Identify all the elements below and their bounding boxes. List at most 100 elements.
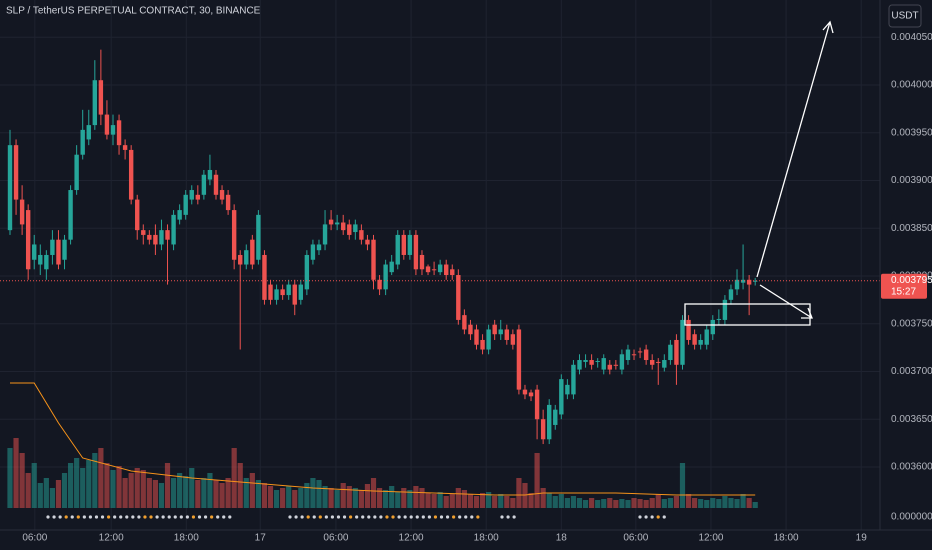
volume-bar <box>389 486 395 508</box>
candle-body <box>371 239 376 280</box>
x-tick-label: 06:00 <box>323 533 348 544</box>
volume-bar <box>431 494 437 508</box>
candle-body <box>207 169 213 180</box>
candle-body <box>25 210 31 270</box>
candle-body <box>565 384 570 395</box>
arrow-line <box>759 284 813 319</box>
session-dot <box>500 515 504 519</box>
volume-bar <box>540 488 546 508</box>
candle-body <box>86 125 91 140</box>
candle-body <box>468 324 473 335</box>
currency-button[interactable] <box>888 4 922 28</box>
candle-body <box>595 360 600 362</box>
volume-bar <box>128 473 134 508</box>
volume-bar <box>267 486 274 508</box>
session-dot <box>433 515 438 519</box>
candle-body <box>704 329 709 345</box>
candle-body <box>492 324 497 335</box>
x-tick-label: 17 <box>255 533 267 544</box>
volume-bar <box>104 463 110 508</box>
volume-bar <box>207 473 213 508</box>
candle-body <box>668 344 673 361</box>
volume-bar <box>116 466 122 508</box>
box <box>684 303 811 326</box>
session-dot <box>397 515 401 519</box>
candle-body <box>19 199 25 225</box>
x-tick-label: 18:00 <box>774 533 799 544</box>
volume-bar <box>376 488 383 508</box>
volume-bar <box>607 498 613 508</box>
candle-body <box>74 154 79 191</box>
last-price-label: 0.003795 <box>891 275 932 286</box>
session-dot <box>458 515 462 519</box>
volume-bar <box>86 460 92 508</box>
session-dot <box>179 515 183 519</box>
candle-body <box>334 222 340 225</box>
candle-body <box>528 392 534 397</box>
volume-bar <box>286 486 292 508</box>
candle-body <box>583 360 588 362</box>
session-dot <box>167 515 171 519</box>
candle-body <box>674 339 679 365</box>
volume-bar <box>613 500 619 508</box>
volume-bar <box>340 483 346 508</box>
candle-body <box>298 284 304 300</box>
candle-body <box>571 364 576 395</box>
session-dot <box>191 515 196 519</box>
candle-body <box>389 261 394 273</box>
volume-bar <box>752 502 758 508</box>
session-dot <box>143 515 147 519</box>
volume-tick-label: 0.000000 <box>891 512 932 523</box>
session-dot <box>464 515 468 519</box>
volume-bar <box>655 494 661 508</box>
candle-body <box>728 289 734 300</box>
session-dot <box>373 515 377 519</box>
volume-bar <box>261 483 268 508</box>
session-dot <box>82 515 86 519</box>
y-tick-label: 0.004000 <box>891 80 932 91</box>
candle-body <box>201 174 207 195</box>
session-dot <box>330 515 335 519</box>
volume-bar <box>407 490 413 508</box>
arrow-line <box>756 21 831 278</box>
candle-body <box>637 351 643 353</box>
volume-bar <box>395 492 401 508</box>
candle-body <box>177 210 182 220</box>
volume-bar <box>61 473 68 508</box>
volume-bar <box>443 496 449 508</box>
price-axis: 0.004050 0.004000 0.003950 0.003900 0.003850… <box>22 32 932 544</box>
session-dot <box>476 515 480 519</box>
candle-body <box>195 194 201 200</box>
candle-body <box>456 275 461 320</box>
volume-bar <box>528 493 534 508</box>
candle-body <box>365 239 370 245</box>
currency-label[interactable]: USDT <box>891 11 918 22</box>
candle-body <box>92 80 98 126</box>
volume-bar <box>358 490 364 508</box>
candle-body <box>231 210 237 260</box>
session-dot <box>137 515 141 519</box>
candle-body <box>377 279 382 290</box>
volume-bar <box>49 488 56 508</box>
session-dot <box>506 515 510 519</box>
volume-bar <box>589 498 595 508</box>
y-tick-label: 0.003600 <box>891 462 932 473</box>
candle-body <box>662 360 667 368</box>
candle-body <box>498 329 503 335</box>
candle-body <box>504 329 509 340</box>
candle-body <box>383 264 388 290</box>
candle-body <box>219 190 225 200</box>
session-dot <box>76 515 80 519</box>
candle-body <box>425 266 431 273</box>
volume-bar <box>449 494 455 508</box>
candle-body <box>256 214 261 260</box>
session-dot <box>427 515 431 519</box>
candle-body <box>38 254 43 265</box>
session-dot <box>415 515 419 519</box>
volume-bar <box>582 500 589 508</box>
candle-body <box>450 269 455 276</box>
volume-bar <box>219 483 225 508</box>
volume-bar <box>546 493 552 508</box>
candle-body <box>280 289 285 296</box>
candle-body <box>522 389 528 395</box>
